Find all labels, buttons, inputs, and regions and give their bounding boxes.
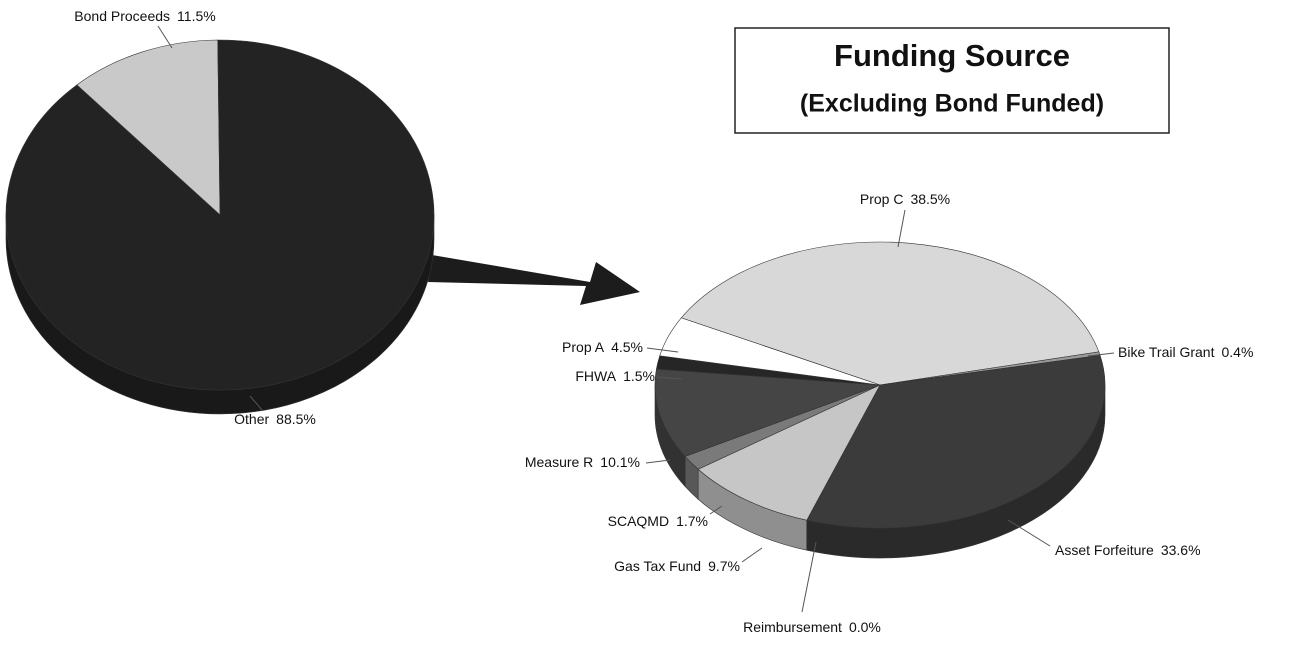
slice-gap xyxy=(701,558,708,574)
slice-name: Prop C xyxy=(860,191,904,207)
slice xyxy=(5,39,435,391)
leader-line xyxy=(741,547,763,563)
value-label: 11.5% xyxy=(177,8,216,24)
slice xyxy=(806,355,1106,529)
leader-line xyxy=(645,459,671,464)
chart-title: Funding Source xyxy=(834,38,1070,73)
slice-gap xyxy=(170,8,177,24)
slice-label: Prop A 4.5% xyxy=(562,339,643,355)
slice-label: Gas Tax Fund 9.7% xyxy=(614,558,740,574)
value-label: 1.5% xyxy=(623,368,655,384)
slice-name: Other xyxy=(234,411,269,427)
leader-line xyxy=(157,25,173,49)
slice-name: SCAQMD xyxy=(608,513,669,529)
slice-label: Asset Forfeiture 33.6% xyxy=(1055,542,1201,558)
slice-gap xyxy=(604,339,611,355)
slice-gap xyxy=(593,454,600,470)
slice xyxy=(697,384,881,521)
slice-gap xyxy=(616,368,623,384)
leader-line xyxy=(646,347,679,353)
slice-name: Gas Tax Fund xyxy=(614,558,701,574)
slice-label: SCAQMD 1.7% xyxy=(608,513,708,529)
value-label: 9.7% xyxy=(708,558,740,574)
leader-line xyxy=(656,376,683,380)
arrow xyxy=(428,255,640,305)
slice-label: Bond Proceeds 11.5% xyxy=(74,8,215,24)
slice-label: Other 88.5% xyxy=(234,411,316,427)
value-label: 1.7% xyxy=(676,513,708,529)
value-label: 0.4% xyxy=(1221,344,1253,360)
slice-label: Reimbursement 0.0% xyxy=(743,619,881,635)
slice-label: Bike Trail Grant 0.4% xyxy=(1118,344,1253,360)
slice xyxy=(680,241,1100,386)
leader-line xyxy=(897,209,906,248)
value-label: 4.5% xyxy=(611,339,643,355)
leader-line xyxy=(1007,519,1051,547)
slice-name: Measure R xyxy=(525,454,593,470)
slice-gap xyxy=(1154,542,1161,558)
pie-tops xyxy=(5,39,435,391)
leader-line xyxy=(801,541,817,613)
value-label: 10.1% xyxy=(600,454,640,470)
title-box xyxy=(734,27,1170,134)
leader-line xyxy=(709,505,723,515)
slice-name: Bike Trail Grant xyxy=(1118,344,1215,360)
slice-name: Bond Proceeds xyxy=(74,8,170,24)
slice-gap xyxy=(842,619,849,635)
slice-name: FHWA xyxy=(575,368,616,384)
slice-name: Asset Forfeiture xyxy=(1055,542,1154,558)
leader-line xyxy=(1087,352,1115,357)
value-label: 38.5% xyxy=(910,191,950,207)
pie-sides xyxy=(654,384,1106,559)
slice-gap xyxy=(669,513,676,529)
value-label: 33.6% xyxy=(1161,542,1201,558)
slice-gap xyxy=(903,191,910,207)
value-label: 88.5% xyxy=(276,411,316,427)
slice xyxy=(659,317,881,386)
slice-label: FHWA 1.5% xyxy=(575,368,655,384)
slice-name: Prop A xyxy=(562,339,605,355)
slice xyxy=(76,39,221,216)
slice-name: Reimbursement xyxy=(743,619,842,635)
slice-gap xyxy=(269,411,276,427)
slice-label: Prop C 38.5% xyxy=(860,191,950,207)
slice-label: Measure R 10.1% xyxy=(525,454,640,470)
value-label: 0.0% xyxy=(849,619,881,635)
slice xyxy=(654,368,881,457)
slice-gap xyxy=(1214,344,1221,360)
chart-subtitle: (Excluding Bond Funded) xyxy=(800,90,1104,118)
pie-tops xyxy=(654,241,1106,529)
leader-line xyxy=(249,395,263,411)
